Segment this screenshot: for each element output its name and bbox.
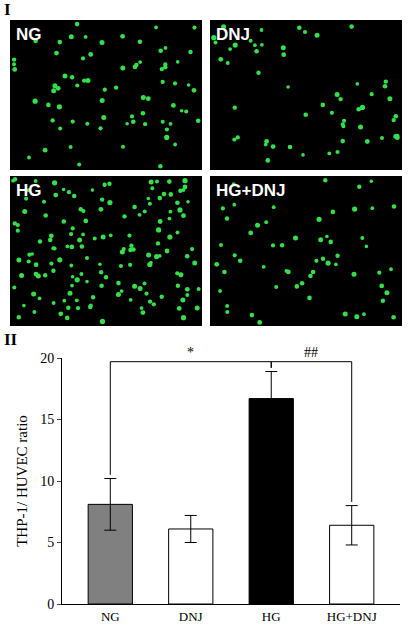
svg-text:*: *	[187, 345, 194, 360]
svg-text:HG: HG	[262, 609, 281, 624]
svg-text:NG: NG	[16, 25, 42, 44]
svg-text:NG: NG	[101, 609, 120, 624]
html-text:II: II	[4, 330, 18, 349]
svg-text:DNJ: DNJ	[179, 609, 203, 624]
svg-text:20: 20	[40, 351, 54, 366]
html-text:I: I	[4, 0, 11, 19]
svg-text:HG+DNJ: HG+DNJ	[216, 181, 285, 200]
svg-text:10: 10	[40, 474, 54, 489]
svg-text:HG+DNJ: HG+DNJ	[327, 609, 377, 624]
svg-text:0: 0	[47, 597, 54, 612]
svg-text:5: 5	[47, 535, 54, 550]
svg-text:THP-1/ HUVEC ratio: THP-1/ HUVEC ratio	[14, 415, 30, 547]
svg-text:##: ##	[304, 345, 318, 360]
svg-text:15: 15	[40, 412, 54, 427]
svg-text:DNJ: DNJ	[216, 25, 250, 44]
svg-text:HG: HG	[16, 181, 42, 200]
